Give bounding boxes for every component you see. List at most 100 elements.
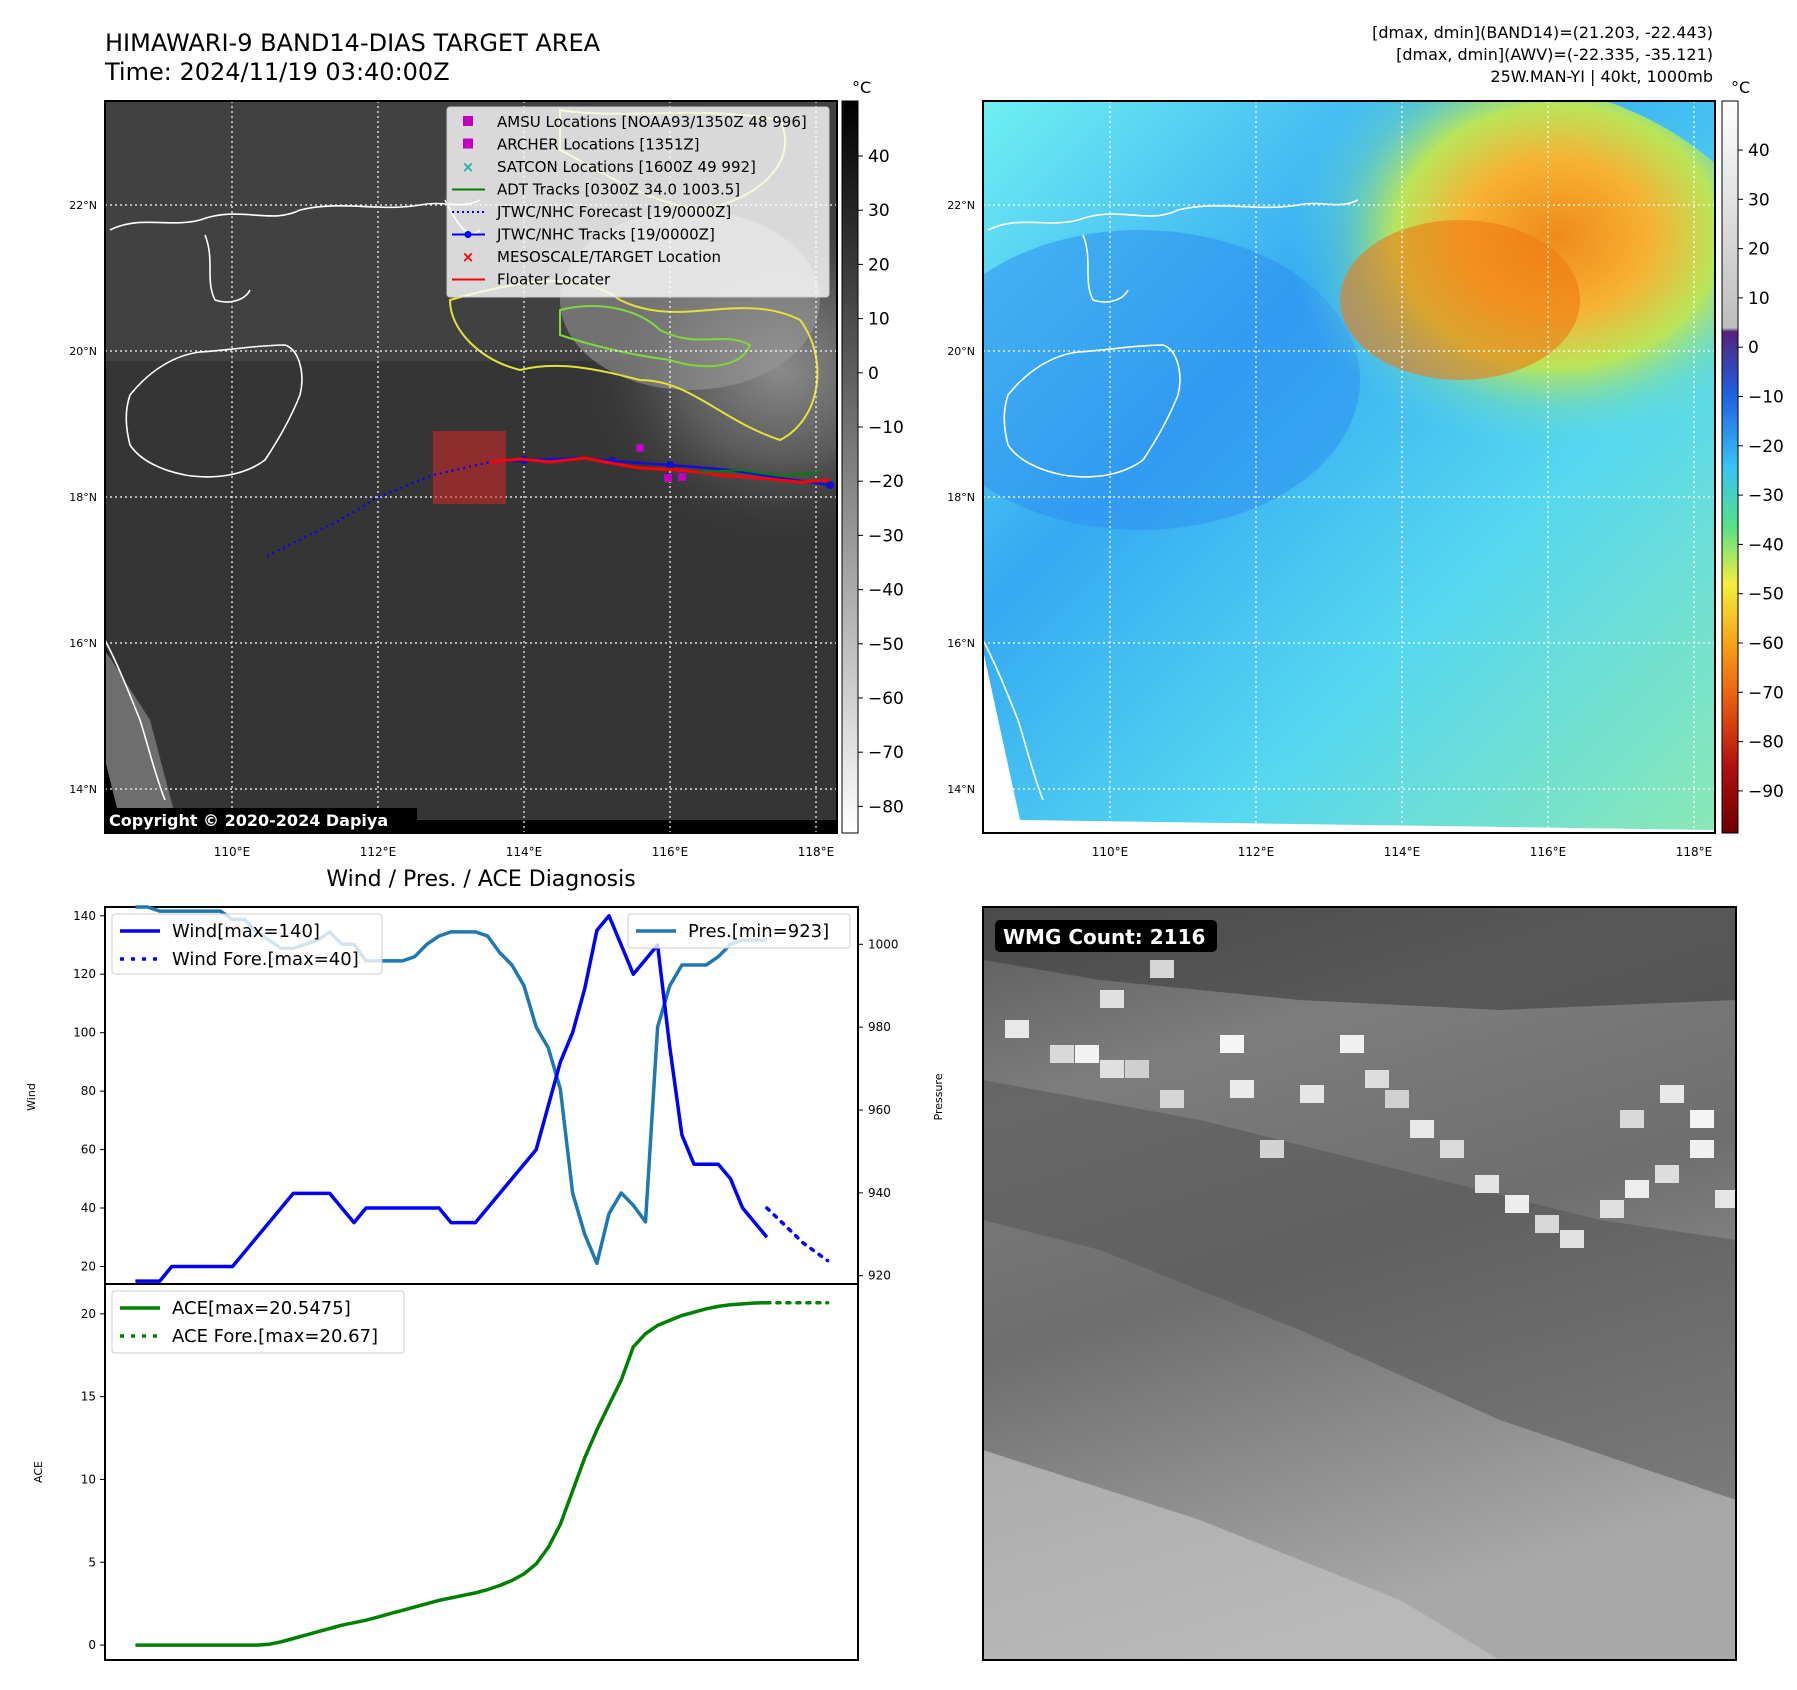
legend-entry: Floater Locater <box>452 271 611 289</box>
wind-legend-box <box>111 913 383 975</box>
pressure-legend: Pres.[min=923] <box>627 913 851 949</box>
legend-series-label: Wind[max=140] <box>172 921 320 942</box>
lat-label: 22°N <box>947 199 975 212</box>
wmg-pixel-block <box>1100 990 1124 1008</box>
legend-entry: ARCHER Locations [1351Z] <box>463 136 700 154</box>
ace-tick-label: 15 <box>81 1390 96 1404</box>
ace-tick-label: 0 <box>88 1638 96 1652</box>
color-colorbar-unit: °C <box>1731 78 1750 97</box>
wind-tick-label: 140 <box>73 909 96 923</box>
figure-title-line2: Time: 2024/11/19 03:40:00Z <box>104 58 450 86</box>
wind-tick-label: 80 <box>81 1084 96 1098</box>
wmg-pixel-block <box>1410 1120 1434 1138</box>
wmg-pixel-block <box>1535 1215 1559 1233</box>
pressure-tick-label: 1000 <box>868 937 899 951</box>
colorbar-tick-label: −80 <box>1748 733 1784 753</box>
wmg-count-label: WMG Count: 2116 <box>1003 925 1205 949</box>
color-map-gridlines <box>983 101 1715 833</box>
info-line-2: [dmax, dmin](AWV)=(-22.335, -35.121) <box>1396 45 1713 64</box>
wmg-frame <box>982 906 1737 1661</box>
gray-map-gridlines <box>105 101 837 833</box>
wmg-pixel-block <box>1475 1175 1499 1193</box>
wind-legend: Wind[max=140] Wind Fore.[max=40] <box>111 913 383 975</box>
wind-tick-label: 20 <box>81 1259 96 1273</box>
colorbar-tick-label: −90 <box>1748 782 1784 802</box>
map-legend: AMSU Locations [NOAA93/1350Z 48 996] ARCH… <box>446 106 830 298</box>
lon-label: 110°E <box>1092 845 1129 859</box>
diagnosis-chart: Wind Pressure ACE 2040608010012014092094… <box>25 905 945 1661</box>
wmg-pixel-block <box>1560 1230 1584 1248</box>
wmg-pixel-block <box>1220 1035 1244 1053</box>
gray-lon-labels: 110°E 112°E 114°E 116°E 118°E <box>214 845 835 859</box>
colorbar-tick-label: 0 <box>868 364 879 384</box>
legend-series-label: Pres.[min=923] <box>688 921 829 942</box>
wmg-pixel-block <box>1715 1190 1736 1208</box>
ace-tick-label: 10 <box>81 1472 96 1486</box>
legend-entry: AMSU Locations [NOAA93/1350Z 48 996] <box>463 113 807 131</box>
wmg-pixel-block <box>1620 1110 1644 1128</box>
wmg-panel: WMG Count: 2116 <box>982 906 1737 1661</box>
color-colorbar-bar <box>1721 100 1739 834</box>
ace-tick-label: 5 <box>88 1555 96 1569</box>
colorbar-tick-label: −10 <box>868 418 904 438</box>
legend-entry: × SATCON Locations [1600Z 49 992] <box>462 158 756 176</box>
wmg-pixel-block <box>1385 1090 1409 1108</box>
wmg-pixel-block <box>1655 1165 1679 1183</box>
legend-entry: × MESOSCALE/TARGET Location <box>462 248 721 266</box>
legend-label: MESOSCALE/TARGET Location <box>497 248 721 266</box>
floater-locater-track <box>489 456 831 484</box>
wmg-pixel-block <box>1260 1140 1284 1158</box>
lon-label: 114°E <box>506 845 543 859</box>
color-lon-labels: 110°E 112°E 114°E 116°E 118°E <box>1092 845 1713 859</box>
lat-label: 16°N <box>947 637 975 650</box>
colorbar-tick-label: 40 <box>868 147 890 167</box>
wmg-pixel-block <box>1050 1045 1074 1063</box>
wmg-light-bottom <box>983 1450 1500 1660</box>
colorbar-tick-label: 10 <box>868 310 890 330</box>
wmg-cloud-band <box>983 1080 1736 1500</box>
amsu-archer-markers <box>636 444 686 482</box>
colorbar-tick-label: 30 <box>1748 190 1770 210</box>
color-lat-labels: 22°N 20°N 18°N 16°N 14°N <box>947 199 975 796</box>
gray-colorbar-bar <box>841 100 859 834</box>
legend-square-marker <box>463 116 473 126</box>
colorbar-tick-label: −30 <box>868 526 904 546</box>
gray-lat-labels: 22°N 20°N 18°N 16°N 14°N <box>69 199 97 796</box>
yellow-cloud-contour <box>448 280 819 442</box>
copyright-bg <box>105 808 417 832</box>
legend-dot-marker <box>464 231 472 238</box>
color-map-coastlines <box>983 199 1359 801</box>
legend-entry: JTWC/NHC Tracks [19/0000Z] <box>452 226 715 244</box>
legend-label: JTWC/NHC Tracks [19/0000Z] <box>496 226 715 244</box>
colorbar-tick-label: −60 <box>1748 634 1784 654</box>
colorbar-tick-label: −20 <box>868 472 904 492</box>
legend-label: AMSU Locations [NOAA93/1350Z 48 996] <box>497 113 807 131</box>
lat-label: 18°N <box>69 491 97 504</box>
lat-label: 16°N <box>69 637 97 650</box>
lat-label: 14°N <box>69 783 97 796</box>
pressure-tick-label: 980 <box>868 1020 891 1034</box>
lon-label: 118°E <box>798 845 835 859</box>
info-line-1: [dmax, dmin](BAND14)=(21.203, -22.443) <box>1372 23 1713 42</box>
colorbar-tick-label: 10 <box>1748 289 1770 309</box>
wind-tick-label: 40 <box>81 1201 96 1215</box>
wmg-pixel-block <box>1150 960 1174 978</box>
info-line-3: 25W.MAN-YI | 40kt, 1000mb <box>1490 67 1713 86</box>
legend-x-marker: × <box>462 158 475 176</box>
gray-colorbar: °C 40 30 20 10 0 −10 −20 −30 −40 −50 −60 −70 −80 <box>841 78 904 834</box>
colorbar-tick-label: 20 <box>868 255 890 275</box>
pressure-legend-box <box>627 913 851 949</box>
lat-label: 18°N <box>947 491 975 504</box>
gray-map-frame <box>104 100 838 834</box>
wmg-pixel-block <box>1230 1080 1254 1098</box>
lat-label: 22°N <box>69 199 97 212</box>
legend-series-label: ACE[max=20.5475] <box>172 1298 351 1319</box>
legend-series-label: Wind Fore.[max=40] <box>172 949 359 970</box>
ace-axis-label: ACE <box>32 1461 45 1483</box>
gray-colorbar-unit: °C <box>852 78 871 97</box>
wmg-pixel-block <box>1125 1060 1149 1078</box>
wmg-pixel-block <box>1690 1140 1714 1158</box>
color-storm-core <box>1340 220 1580 380</box>
legend-x-marker: × <box>462 248 475 266</box>
